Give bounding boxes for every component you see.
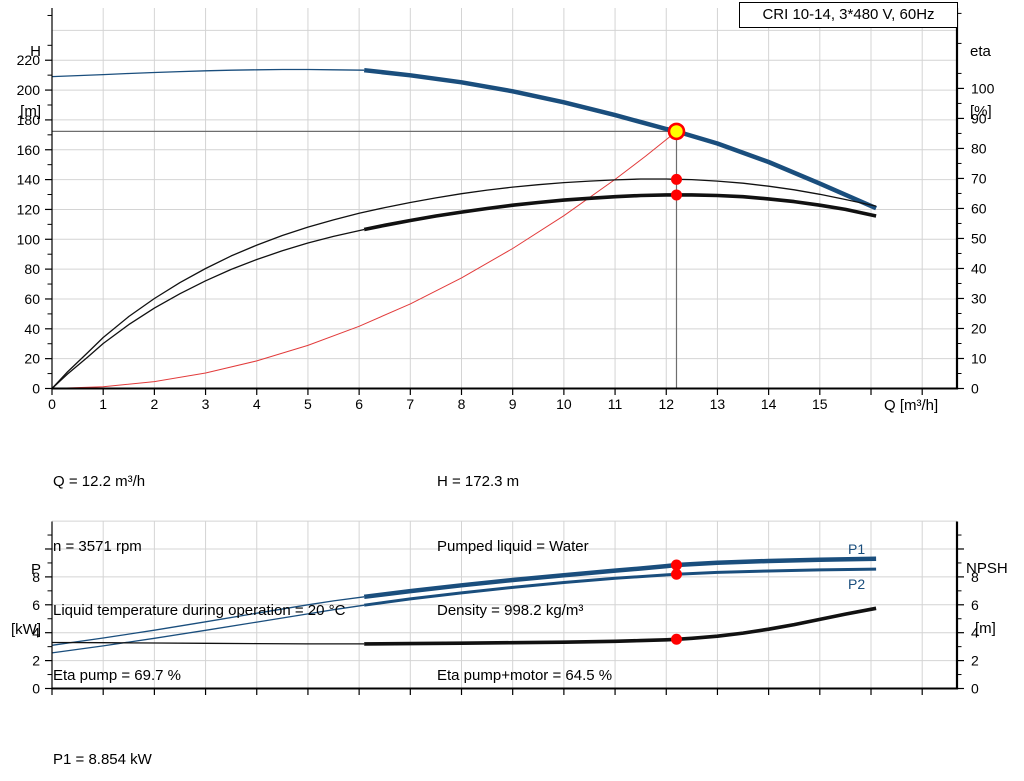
y-left-tick-label: 100 [17,231,41,247]
info-head: H = 172.3 m [437,473,520,490]
p2-point [670,568,682,580]
npsh-axis-title: NPSH [m] [966,519,1008,679]
y-right-tick-label: 2 [971,653,979,669]
info-pumped-liquid: Pumped liquid = Water [437,537,589,555]
y-left-tick-label: 40 [24,321,40,337]
y-left-tick-label: 160 [17,142,41,158]
h-axis-title-unit: [m] [20,103,41,120]
y-left-tick-label: 120 [17,201,41,217]
y-right-tick-label: 30 [971,290,987,306]
eta-pump-motor-duty [363,193,877,232]
info-eta-pump: Eta pump = 69.7 % [53,666,181,684]
info-liquid-temp: Liquid temperature during operation = 20… [53,602,346,619]
x-tick-label: 12 [658,396,674,412]
eta-axis-title-symbol: eta [970,43,991,60]
hq-eta-chart: 0 1 2 3 4 5 6 7 8 9 10 11 12 13 14 15020406080100120140… [17,8,995,412]
p-axis-title: P [kW] [0,520,41,680]
y-left-tick-label: 80 [24,261,40,277]
hq-curve-full [51,68,365,78]
info-block-left: Q = 12.2 m³/h n = 3571 rpm Liquid temper… [53,428,345,729]
y-right-tick-label: 0 [971,381,979,397]
x-tick-label: 2 [150,396,158,412]
series-label-p1: P1 [848,541,865,557]
x-tick-label: 4 [253,396,261,412]
system-curve [51,131,677,389]
x-tick-label: 13 [710,396,726,412]
info-speed: n = 3571 rpm [53,537,142,555]
x-tick-label: 15 [812,396,828,412]
x-tick-label: 3 [202,396,210,412]
y-left-tick-label: 140 [17,172,41,188]
eta-pump-motor-curve [51,228,365,389]
q-axis-title: Q [m³/h] [884,397,939,414]
y-right-tick-label: 20 [971,320,987,336]
h-axis-title-symbol: H [30,43,41,60]
x-tick-label: 1 [99,396,107,412]
info-eta-pump-motor: Eta pump+motor = 64.5 % [437,666,613,684]
x-tick-label: 0 [48,396,56,412]
info-block-right: H = 172.3 m Pumped liquid = Water Densit… [437,428,612,729]
p1-point [670,559,682,571]
y-right-tick-label: 70 [971,170,987,186]
series-label-p2: P2 [848,576,865,592]
y-right-tick-label: 10 [971,350,987,366]
p2-curve-duty [363,567,877,607]
y-right-tick-label: 90 [971,110,987,126]
pump-type-box: CRI 10-14, 3*480 V, 60Hz [739,2,958,28]
y-left-tick-label: 200 [17,82,41,98]
y-left-tick-label: 2 [32,653,40,669]
x-tick-label: 8 [458,396,466,412]
y-right-tick-label: 100 [971,80,995,96]
x-tick-label: 5 [304,396,312,412]
y-right-tick-label: 4 [971,625,979,641]
x-tick-label: 14 [761,396,777,412]
hq-curve-duty [363,67,878,211]
y-right-tick-label: 40 [971,260,987,276]
info-q: Q = 12.2 m³/h [53,473,146,490]
y-right-tick-label: 8 [971,569,979,585]
y-left-tick-label: 60 [24,291,40,307]
eta-pump-motor-point [670,189,682,201]
p-axis-title-unit: [kW] [11,621,41,638]
y-left-tick-label: 0 [32,381,40,397]
p1-curve-full [51,596,365,646]
power-npsh-chart: 0 2 4 6 8 0 2 4 6 8 P1 P2 [32,520,979,697]
p1-curve-duty [363,556,877,600]
x-tick-label: 6 [355,396,363,412]
p-axis-title-symbol: P [30,561,41,578]
npsh-point [670,633,682,645]
npsh-axis-title-symbol: NPSH [966,560,1008,577]
info-block-bottom: P1 = 8.854 kW P2 = 8.191 kW NPSH = 3.53 … [53,705,158,781]
p2-curve-full [51,604,365,654]
y-left-tick-label: 8 [32,569,40,585]
y-left-tick-label: 4 [32,625,40,641]
x-tick-label: 9 [509,396,517,412]
y-right-tick-label: 6 [971,597,979,613]
x-tick-label: 7 [406,396,414,412]
npsh-axis-title-unit: [m] [975,620,996,637]
y-right-tick-label: 80 [971,140,987,156]
duty-point [667,122,686,141]
y-right-tick-label: 50 [971,230,987,246]
h-axis-title: H [m] [0,2,41,162]
info-p1: P1 = 8.854 kW [53,751,152,768]
npsh-curve-full [51,641,365,645]
y-left-tick-label: 0 [32,681,40,697]
y-left-tick-label: 20 [24,351,40,367]
x-tick-label: 10 [556,396,572,412]
eta-pump-curve [51,178,877,389]
y-right-tick-label: 0 [971,681,979,697]
eta-axis-title-unit: [%] [970,103,992,120]
x-tick-label: 11 [608,396,623,412]
eta-pump-point [670,173,682,185]
y-left-tick-label: 6 [32,597,40,613]
y-right-tick-label: 60 [971,200,987,216]
y-left-tick-label: 220 [17,52,41,68]
eta-axis-title: eta [%] [970,2,992,162]
info-density: Density = 998.2 kg/m³ [437,602,584,619]
y-left-tick-label: 180 [17,112,41,128]
